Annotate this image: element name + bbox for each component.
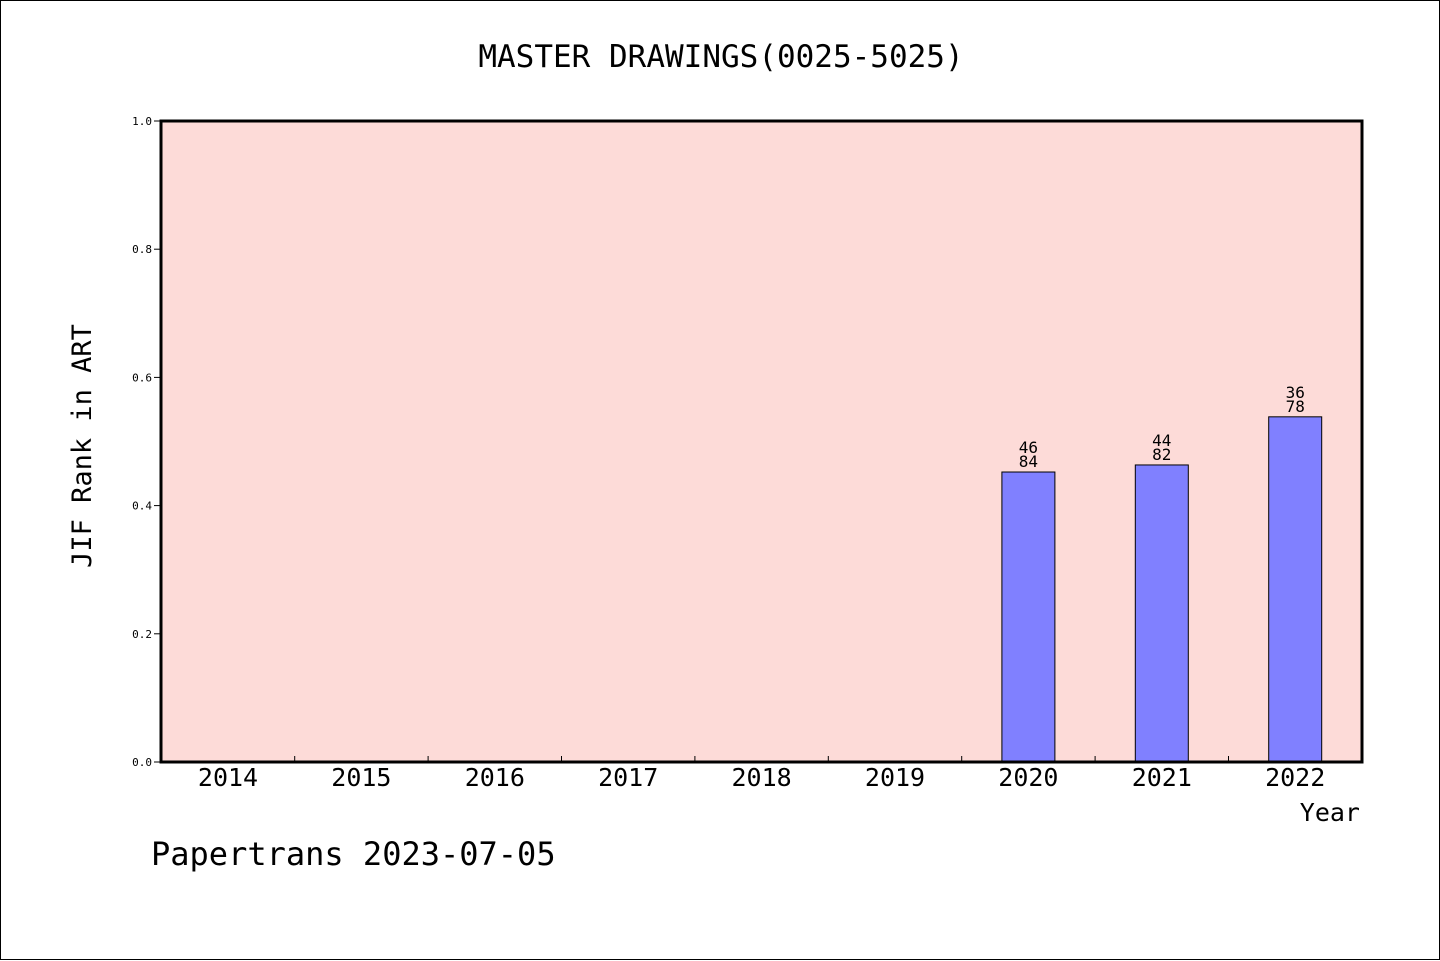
y-tick-label: 0.4 — [132, 500, 152, 513]
plot-border — [159, 119, 1364, 764]
chart-title: MASTER DRAWINGS(0025-5025) — [478, 39, 963, 75]
bar-total-label: 78 — [1286, 397, 1305, 416]
y-axis-label: JIF Rank in ART — [67, 324, 98, 568]
bar-2022 — [1268, 416, 1323, 763]
y-tick-label: 0.2 — [132, 628, 152, 641]
bar-total-label: 82 — [1152, 445, 1171, 464]
y-tick-label: 0.0 — [132, 756, 152, 769]
watermark-text: Papertrans 2023-07-05 — [151, 835, 556, 873]
y-axis: 0.0 0.2 0.4 0.6 0.8 1.0 — [132, 115, 161, 769]
y-tick-label: 0.8 — [132, 243, 152, 256]
x-tick-label: 2022 — [1265, 763, 1325, 792]
x-tick-label: 2014 — [198, 763, 258, 792]
x-tick-label: 2019 — [865, 763, 925, 792]
y-tick-label: 1.0 — [132, 115, 152, 128]
x-tick-label: 2016 — [465, 763, 525, 792]
y-tick-label: 0.6 — [132, 371, 152, 384]
x-axis: 2014 2015 2016 2017 2018 2019 2020 2021 2022 — [198, 756, 1325, 792]
bars-group — [1001, 416, 1323, 763]
x-tick-label: 2015 — [331, 763, 391, 792]
bar-rank-label: 36 — [1286, 383, 1305, 402]
bar-rank-label: 46 — [1019, 438, 1038, 457]
x-axis-label: Year — [1300, 798, 1360, 827]
bar-2021 — [1134, 464, 1189, 763]
bar-2020 — [1001, 471, 1056, 763]
x-tick-label: 2018 — [731, 763, 791, 792]
x-tick-label: 2020 — [998, 763, 1058, 792]
bar-rank-label: 44 — [1152, 431, 1171, 450]
x-tick-label: 2017 — [598, 763, 658, 792]
x-tick-label: 2021 — [1132, 763, 1192, 792]
bar-total-label: 84 — [1019, 452, 1038, 471]
